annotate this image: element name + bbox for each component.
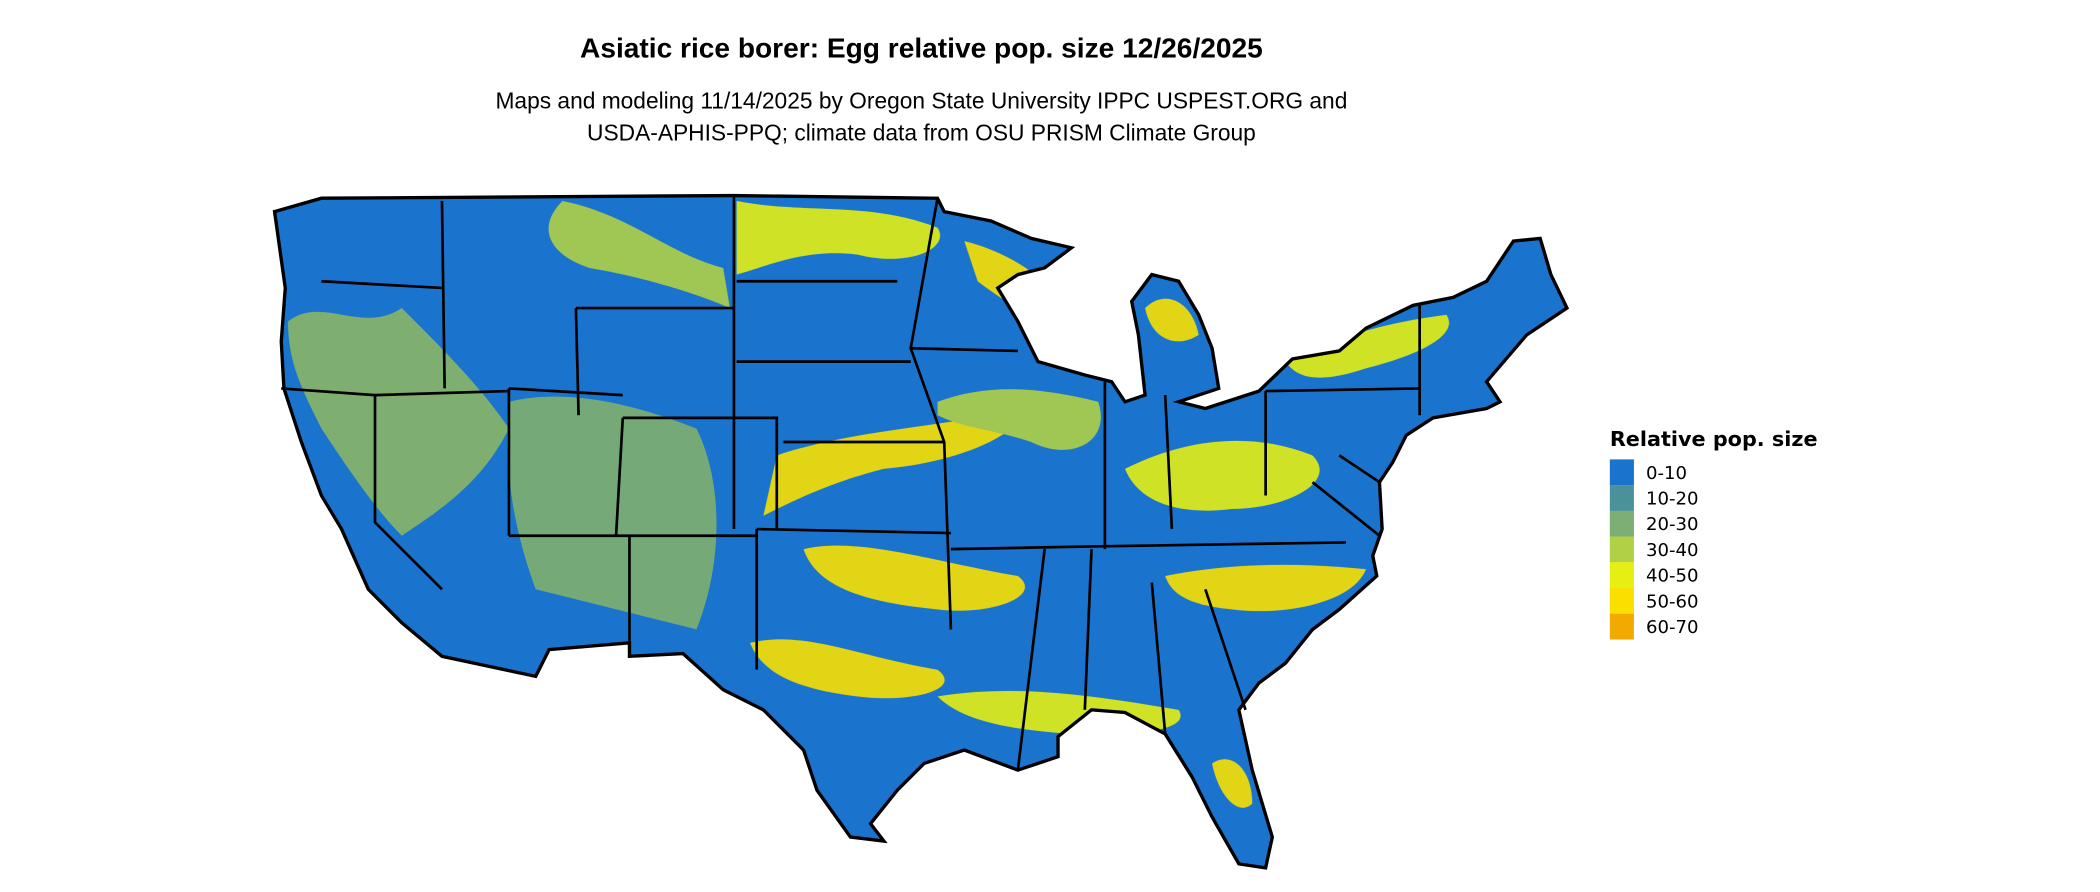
legend: Relative pop. size 0-10 10-20 20-30 30-40 40…: [1609, 427, 1818, 640]
legend-swatch: [1609, 485, 1634, 511]
pop-area-kansas-band: [763, 408, 1020, 516]
pop-area-northeast: [1285, 314, 1450, 378]
legend-title: Relative pop. size: [1610, 427, 1818, 451]
pop-area-west: [287, 308, 509, 536]
legend-swatch: [1609, 510, 1634, 537]
legend-label: 20-30: [1646, 514, 1699, 535]
pop-area-ohio-valley: [1125, 440, 1320, 511]
pop-area-oklahoma: [803, 545, 1025, 611]
subtitle-line-1: Maps and modeling 11/14/2025 by Oregon S…: [495, 88, 1347, 114]
map-title: Asiatic rice borer: Egg relative pop. si…: [580, 33, 1263, 64]
legend-label: 30-40: [1646, 540, 1699, 561]
pop-area-southeast: [1165, 564, 1367, 612]
high-pop-areas: [287, 200, 1450, 808]
state-borders: [272, 193, 1569, 870]
legend-label: 50-60: [1646, 591, 1699, 612]
pop-area-montana: [548, 200, 730, 309]
us-map: [272, 193, 1569, 870]
legend-label: 0-10: [1646, 463, 1687, 484]
legend-swatch: [1609, 459, 1634, 486]
pop-area-michigan: [1145, 298, 1199, 342]
legend-swatch: [1609, 613, 1634, 640]
subtitle-line-2: USDA-APHIS-PPQ; climate data from OSU PR…: [587, 120, 1256, 146]
legend-label: 60-70: [1646, 617, 1699, 638]
pop-area-iowa-band: [937, 389, 1101, 450]
legend-swatch: [1609, 587, 1634, 614]
legend-swatch: [1609, 536, 1634, 563]
pop-area-northern-plains: [736, 200, 941, 275]
legend-label: 40-50: [1646, 566, 1699, 587]
legend-swatch: [1609, 562, 1634, 589]
pop-area-southwest: [507, 396, 717, 630]
pop-area-florida: [1212, 759, 1253, 808]
legend-label: 10-20: [1646, 489, 1699, 510]
pop-area-texas: [750, 639, 945, 699]
